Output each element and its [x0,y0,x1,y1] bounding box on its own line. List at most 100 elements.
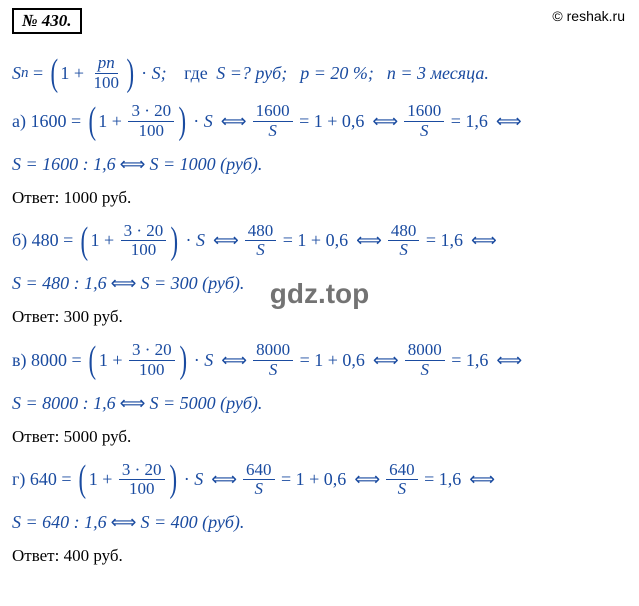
iff-icon: ⟺ [213,227,239,254]
frac-num: 3 · 20 [119,461,165,481]
part-d-answer: Ответ: 400 руб. [12,546,627,566]
frac: 3 · 20 100 [119,461,165,499]
line2a: S = 480 : 1,6 [12,270,107,297]
frac-step2: 1600 S [404,102,444,140]
part-d-line2: S = 640 : 1,6 ⟺ S = 400 (руб). [12,509,627,536]
iff-icon: ⟺ [211,466,237,493]
rparen-icon: ) [179,106,187,136]
problem-badge: № 430. [12,8,82,34]
rhs1: 1 + 0,6 [296,466,347,493]
frac-den: S [417,361,432,380]
iff-icon: ⟺ [120,151,146,178]
iff-icon: ⟺ [120,390,146,417]
frac-den: S [265,122,280,141]
frac-step2: 640 S [386,461,418,499]
s-question: S =? руб; [216,60,287,87]
line2b: S = 300 (руб). [140,270,244,297]
frac-den: 100 [126,480,158,499]
frac-den: S [396,241,411,260]
frac-den: 100 [128,241,160,260]
lparen-icon: ( [79,464,87,494]
frac-num: 1600 [404,102,444,122]
frac-den: S [252,480,267,499]
lparen-icon: ( [50,58,58,88]
line2a: S = 640 : 1,6 [12,509,107,536]
copyright-text: © reshak.ru [552,8,625,24]
frac-num: 1600 [253,102,293,122]
line2b: S = 1000 (руб). [149,151,262,178]
line2b: S = 5000 (руб). [149,390,262,417]
frac-num: 480 [388,222,420,242]
frac-den: S [266,361,281,380]
part-a-line1: а) 1600 = (1 + 3 · 20 100 ) · S ⟺ 1600 S… [12,102,627,140]
iff-icon: ⟺ [496,108,522,135]
frac-den: 100 [90,74,122,93]
part-d-line1: г) 640 = (1 + 3 · 20 100 ) · S ⟺ 640 S =… [12,461,627,499]
frac-den: S [253,241,268,260]
frac-pn: pn 100 [90,54,122,92]
iff-icon: ⟺ [354,466,380,493]
rhs2: 1,6 [466,347,489,374]
part-value: 8000 [31,347,67,374]
iff-icon: ⟺ [496,347,522,374]
intro-formula: Sn = ( 1 + pn 100 ) · S; где S =? руб; p… [12,54,627,92]
var-s: S [12,60,21,87]
frac-num: pn [95,54,118,74]
page-container: № 430. © reshak.ru Sn = ( 1 + pn 100 ) ·… [0,0,639,588]
frac-num: 8000 [253,341,293,361]
part-value: 640 [30,466,57,493]
frac-step1: 480 S [245,222,277,260]
rhs2: 1,6 [441,227,464,254]
rhs1: 1 + 0,6 [314,108,365,135]
part-b-line1: б) 480 = (1 + 3 · 20 100 ) · S ⟺ 480 S =… [12,222,627,260]
p-value: p = 20 %; [300,60,374,87]
part-label: а) [12,108,26,135]
part-c-line2: S = 8000 : 1,6 ⟺ S = 5000 (руб). [12,390,627,417]
frac-num: 480 [245,222,277,242]
iff-icon: ⟺ [111,509,137,536]
frac-step1: 1600 S [253,102,293,140]
rhs1: 1 + 0,6 [297,227,348,254]
part-a-line2: S = 1600 : 1,6 ⟺ S = 1000 (руб). [12,151,627,178]
frac-num: 640 [243,461,275,481]
part-label: б) [12,227,27,254]
iff-icon: ⟺ [471,227,497,254]
lparen-icon: ( [89,345,97,375]
frac-num: 640 [386,461,418,481]
part-c-answer: Ответ: 5000 руб. [12,427,627,447]
lparen-icon: ( [88,106,96,136]
iff-icon: ⟺ [373,347,399,374]
part-b-line2: S = 480 : 1,6 ⟺ S = 300 (руб). [12,270,627,297]
frac-den: S [395,480,410,499]
frac-den: S [417,122,432,141]
frac-num: 8000 [405,341,445,361]
frac-step1: 640 S [243,461,275,499]
rparen-icon: ) [171,226,179,256]
rhs1: 1 + 0,6 [314,347,365,374]
frac-step2: 480 S [388,222,420,260]
frac-num: 3 · 20 [128,102,174,122]
frac-step1: 8000 S [253,341,293,379]
where-text: где [184,60,208,87]
frac-step2: 8000 S [405,341,445,379]
frac: 3 · 20 100 [129,341,175,379]
part-label: г) [12,466,25,493]
rparen-icon: ) [169,464,177,494]
part-value: 480 [32,227,59,254]
iff-icon: ⟺ [111,270,137,297]
iff-icon: ⟺ [221,108,247,135]
frac-num: 3 · 20 [129,341,175,361]
sub-n: n [21,62,29,85]
part-label: в) [12,347,27,374]
rparen-icon: ) [179,345,187,375]
frac: 3 · 20 100 [128,102,174,140]
part-c-line1: в) 8000 = (1 + 3 · 20 100 ) · S ⟺ 8000 S… [12,341,627,379]
iff-icon: ⟺ [469,466,495,493]
frac-den: 100 [136,122,168,141]
part-b-answer: Ответ: 300 руб. [12,307,627,327]
frac: 3 · 20 100 [121,222,167,260]
lparen-icon: ( [80,226,88,256]
iff-icon: ⟺ [221,347,247,374]
frac-den: 100 [136,361,168,380]
line2a: S = 1600 : 1,6 [12,151,116,178]
